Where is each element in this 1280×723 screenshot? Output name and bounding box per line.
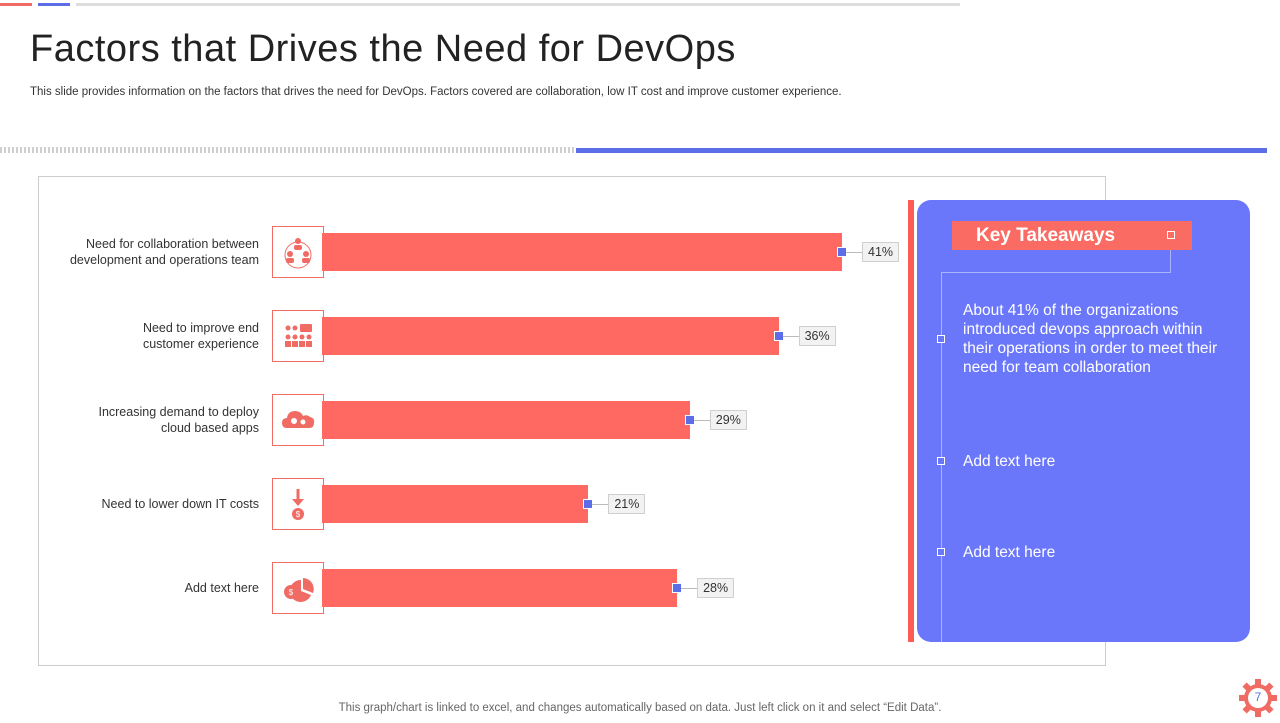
top-accent-red xyxy=(0,3,32,6)
key-takeaways-panel xyxy=(917,200,1250,642)
takeaway-marker-2 xyxy=(937,457,945,465)
bar[interactable] xyxy=(322,401,690,439)
bar[interactable] xyxy=(322,485,589,523)
cost-down-icon: $ xyxy=(272,478,324,530)
takeaway-text-2: Add text here xyxy=(963,453,1056,470)
category-label: Need for collaboration between developme… xyxy=(69,237,259,267)
panel-connector-riser xyxy=(1170,240,1171,273)
top-accent-gray xyxy=(76,3,960,6)
pie-money-icon: $ xyxy=(272,562,324,614)
divider-blue xyxy=(576,148,1267,153)
category-label: Need to improve end customer experience xyxy=(142,321,259,351)
category-label: Need to lower down IT costs xyxy=(101,497,259,511)
bar[interactable] xyxy=(322,317,779,355)
data-label: 28% xyxy=(697,578,735,598)
gear-icon: 7 xyxy=(1238,678,1278,718)
cloud-gear-icon xyxy=(272,394,324,446)
svg-text:$: $ xyxy=(296,510,301,519)
team-collaboration-icon xyxy=(272,226,324,278)
takeaway-marker-3 xyxy=(937,548,945,556)
panel-connector-horizontal xyxy=(941,272,1171,273)
svg-text:$: $ xyxy=(289,588,294,597)
heading-square-marker xyxy=(1167,231,1175,239)
key-takeaways-heading: Key Takeaways xyxy=(952,221,1192,250)
takeaway-text-1: About 41% of the organizations introduce… xyxy=(963,302,1218,376)
data-label: 21% xyxy=(608,494,646,514)
label-leader-line xyxy=(681,588,700,589)
data-label: 36% xyxy=(798,326,836,346)
category-label: Add text here xyxy=(184,581,259,595)
bar[interactable] xyxy=(322,233,842,271)
data-label: 41% xyxy=(862,242,900,262)
page-subtitle: This slide provides information on the f… xyxy=(30,86,842,98)
category-label: Increasing demand to deploy cloud based … xyxy=(98,405,259,435)
top-accent-blue xyxy=(38,3,70,6)
page-number: 7 xyxy=(1254,690,1262,704)
customer-experience-icon xyxy=(272,310,324,362)
divider-dashed xyxy=(0,147,576,153)
footer-note: This graph/chart is linked to excel, and… xyxy=(338,702,942,714)
label-leader-line xyxy=(782,336,801,337)
takeaway-marker-1 xyxy=(937,335,945,343)
label-leader-line xyxy=(693,420,712,421)
takeaway-text-3: Add text here xyxy=(963,544,1056,561)
label-leader-line xyxy=(846,252,864,253)
panel-red-accent-line xyxy=(908,200,914,642)
data-label: 29% xyxy=(709,410,747,430)
bar[interactable] xyxy=(322,569,678,607)
label-leader-line xyxy=(592,504,611,505)
page-title: Factors that Drives the Need for DevOps xyxy=(30,28,736,70)
